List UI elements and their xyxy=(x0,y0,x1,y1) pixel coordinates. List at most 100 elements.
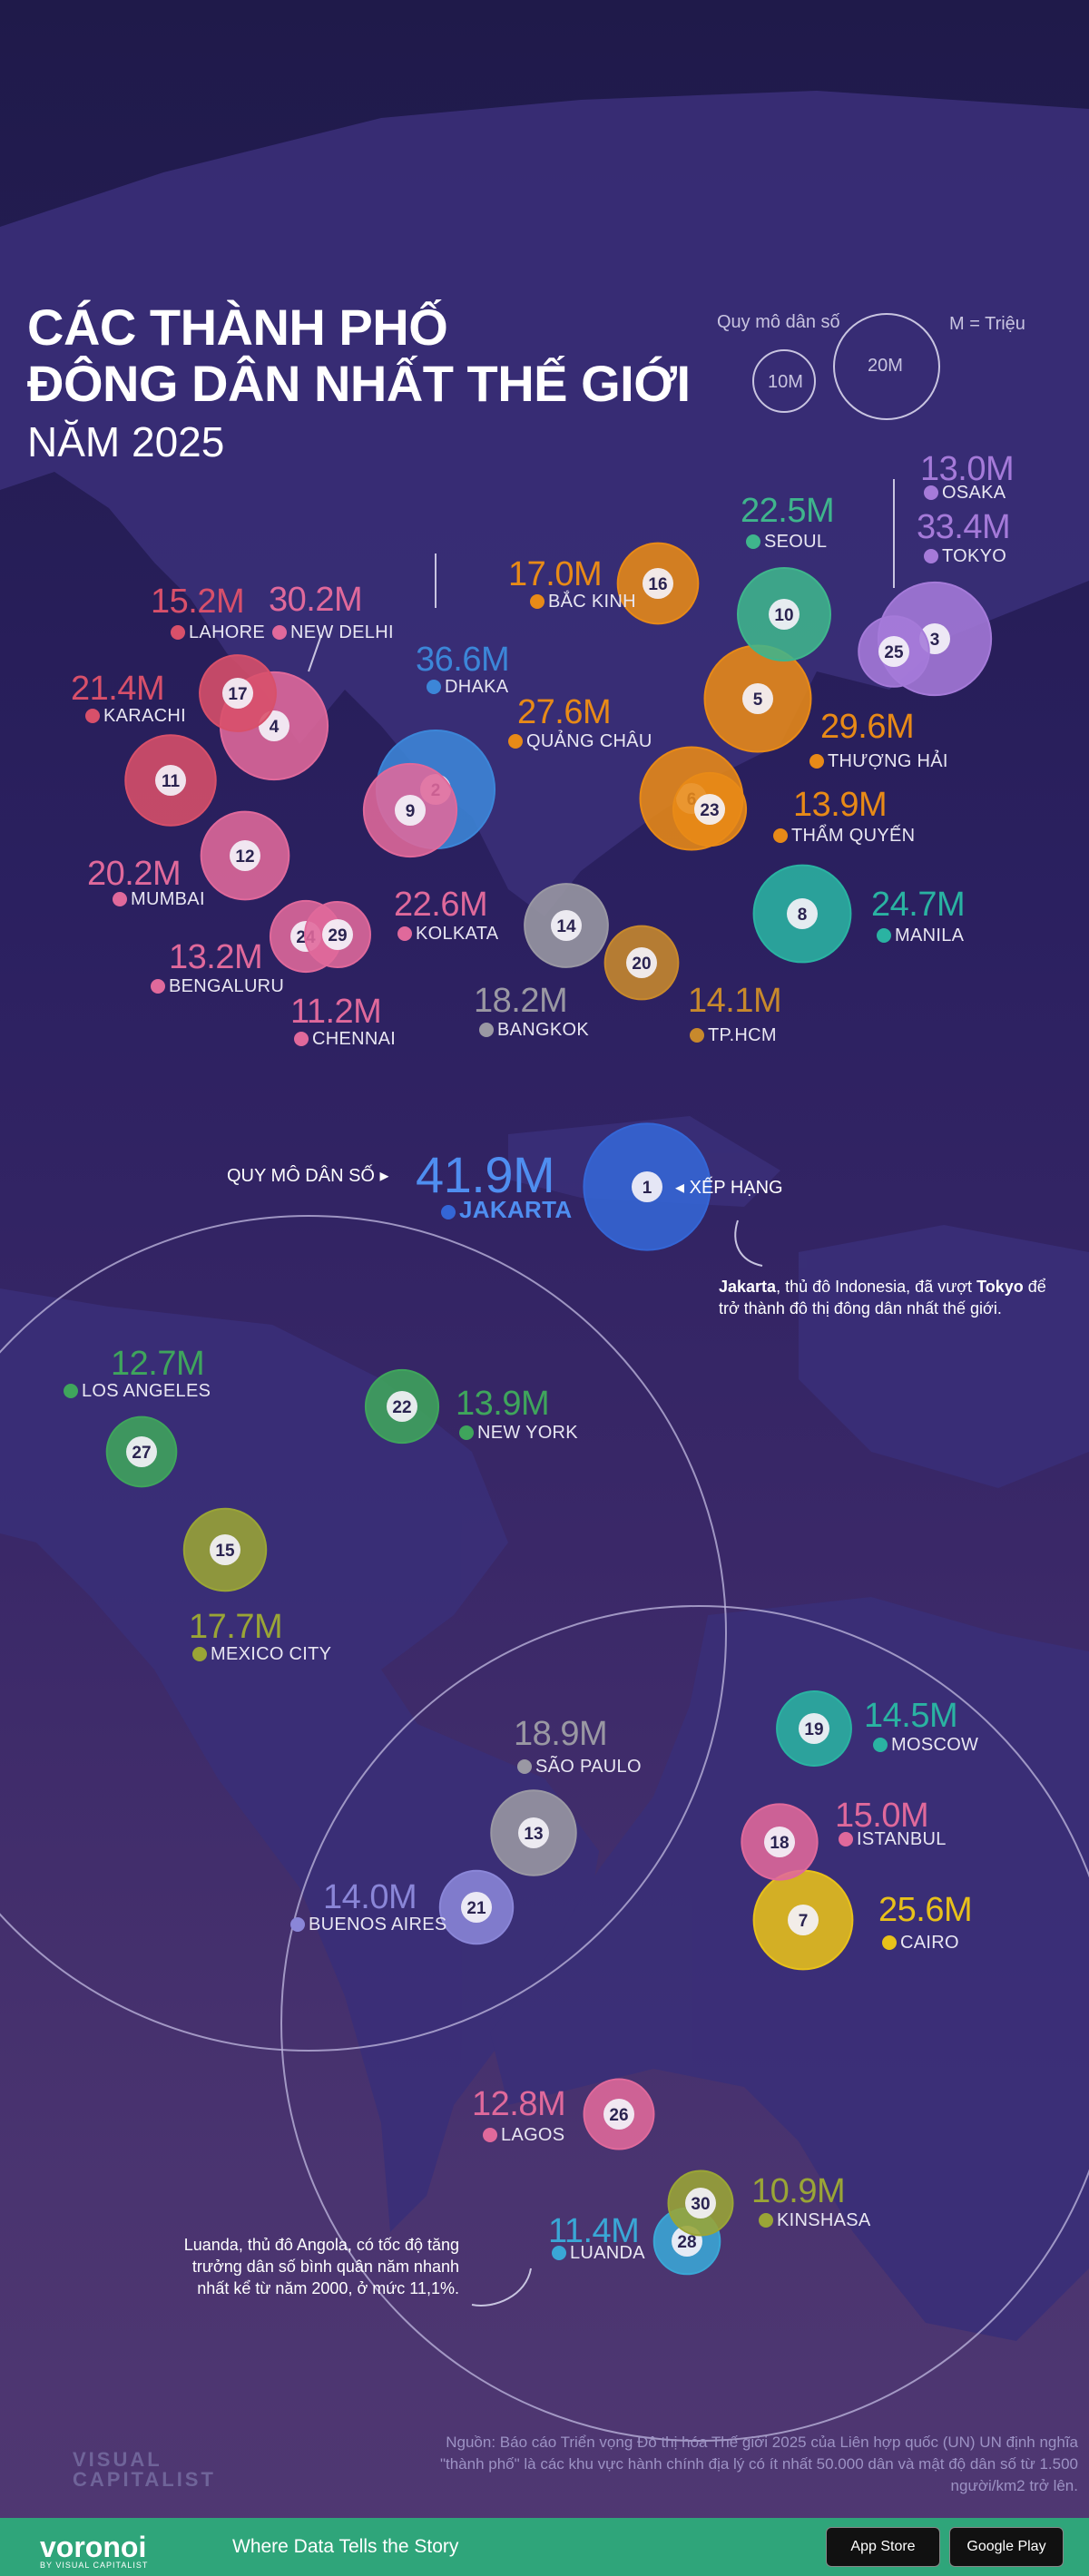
rank-badge-14 xyxy=(551,910,582,941)
city-value-18: 15.0M xyxy=(835,1797,929,1835)
landmass-australia xyxy=(799,1225,1089,1488)
flag-icon xyxy=(459,1425,474,1440)
city-value-16: 17.0M xyxy=(508,555,603,593)
legend-unit-note: M = Triệu xyxy=(949,314,1025,334)
rank-badge-8 xyxy=(787,898,818,929)
flag-icon xyxy=(924,549,938,563)
city-value-4: 30.2M xyxy=(269,581,363,619)
city-value-2: 36.6M xyxy=(416,641,510,679)
city-value-14: 18.2M xyxy=(474,982,568,1020)
rank-badge-29 xyxy=(322,919,353,950)
city-name-16: BẮC KINH xyxy=(526,592,636,612)
rank-badge-10 xyxy=(769,599,800,630)
city-name-19: MOSCOW xyxy=(869,1735,978,1756)
city-value-5: 29.6M xyxy=(820,708,915,746)
rank-number-30: 30 xyxy=(691,2195,710,2214)
pop-scale-label: QUY MÔ DÂN SỐ ▸ xyxy=(227,1166,389,1186)
app-store-button[interactable]: App Store xyxy=(826,2527,940,2567)
city-name-14: BANGKOK xyxy=(476,1020,589,1041)
rank-number-14: 14 xyxy=(556,917,576,936)
rank-number-10: 10 xyxy=(774,606,793,625)
rank-number-19: 19 xyxy=(804,1720,823,1739)
legend-circle-20m xyxy=(833,313,940,420)
city-name-17: LAHORE xyxy=(167,622,265,643)
flag-icon xyxy=(192,1647,207,1661)
rank-number-7: 7 xyxy=(799,1912,809,1931)
city-name-11: KARACHI xyxy=(82,706,186,727)
legend-circle-10m xyxy=(752,349,816,413)
city-name-21: BUENOS AIRES xyxy=(287,1915,447,1935)
rank-number-9: 9 xyxy=(406,802,416,821)
city-name-25: OSAKA xyxy=(920,483,1006,504)
city-name-30: KINSHASA xyxy=(755,2210,871,2231)
flag-icon xyxy=(171,625,185,640)
city-name-20: TP.HCM xyxy=(686,1025,777,1046)
rank-number-28: 28 xyxy=(677,2233,696,2252)
city-value-28: 11.4M xyxy=(548,2212,640,2250)
landmass-americas xyxy=(0,1288,599,2232)
rank-number-20: 20 xyxy=(632,955,651,974)
rank-badge-26 xyxy=(603,2099,634,2130)
flag-icon xyxy=(839,1832,853,1846)
google-play-button[interactable]: Google Play xyxy=(949,2527,1064,2567)
city-value-22: 13.9M xyxy=(456,1385,550,1423)
city-value-13: 18.9M xyxy=(514,1715,608,1753)
rank-number-17: 17 xyxy=(228,685,247,704)
rank-badge-18 xyxy=(764,1827,795,1857)
rank-badge-1 xyxy=(632,1171,662,1202)
city-name-23: THẨM QUYẾN xyxy=(770,826,915,847)
flag-icon xyxy=(773,828,788,843)
rank-badge-13 xyxy=(518,1817,549,1848)
city-value-29: 11.2M xyxy=(290,993,382,1031)
flag-icon xyxy=(877,928,891,943)
city-name-27: LOS ANGELES xyxy=(60,1381,211,1402)
city-value-15: 17.7M xyxy=(189,1608,283,1646)
africa-europe-region-circle xyxy=(280,1605,1089,2442)
city-value-6: 27.6M xyxy=(517,693,612,731)
city-name-15: MEXICO CITY xyxy=(189,1644,331,1665)
city-name-1: JAKARTA xyxy=(437,1196,572,1224)
landmass-africa xyxy=(490,1597,1089,2341)
rank-number-8: 8 xyxy=(798,906,808,925)
rank-number-22: 22 xyxy=(392,1398,411,1417)
city-name-4: NEW DELHI xyxy=(269,622,394,643)
legend-heading: Quy mô dân số xyxy=(717,312,840,332)
rank-number-15: 15 xyxy=(215,1542,235,1561)
page-title: CÁC THÀNH PHỐ ĐÔNG DÂN NHẤT THẾ GIỚI xyxy=(27,299,691,412)
city-value-20: 14.1M xyxy=(688,982,782,1020)
rank-badge-17 xyxy=(222,678,253,709)
rank-number-23: 23 xyxy=(700,801,719,820)
city-value-7: 25.6M xyxy=(878,1891,973,1929)
city-value-1: 41.9M xyxy=(416,1146,555,1203)
flag-icon xyxy=(690,1028,704,1043)
city-name-8: MANILA xyxy=(873,926,964,946)
rank-number-29: 29 xyxy=(328,926,347,945)
rank-number-18: 18 xyxy=(770,1834,789,1853)
flag-icon xyxy=(483,2128,497,2142)
page-subtitle: NĂM 2025 xyxy=(27,418,225,465)
voronoi-logo[interactable]: voronoi BY VISUAL CAPITALIST xyxy=(40,2531,149,2570)
city-name-6: QUẢNG CHÂU xyxy=(505,731,652,752)
flag-icon xyxy=(113,892,127,906)
rank-number-5: 5 xyxy=(753,691,763,710)
source-note: Nguồn: Báo cáo Triển vọng Đô thị hóa Thế… xyxy=(439,2434,1078,2494)
flag-icon xyxy=(294,1032,309,1046)
rank-badge-20 xyxy=(626,947,657,978)
rank-number-13: 13 xyxy=(524,1825,543,1844)
flag-icon xyxy=(530,594,544,609)
rank-number-21: 21 xyxy=(466,1899,486,1918)
legend-large-label: 20M xyxy=(868,356,903,376)
footer-bar: voronoi BY VISUAL CAPITALIST Where Data T… xyxy=(0,2518,1089,2576)
rank-badge-12 xyxy=(230,840,260,871)
city-name-26: LAGOS xyxy=(479,2125,564,2146)
city-value-17: 15.2M xyxy=(151,583,245,621)
rank-number-12: 12 xyxy=(235,847,254,867)
flag-icon xyxy=(809,754,824,769)
rank-number-26: 26 xyxy=(609,2106,628,2125)
flag-icon xyxy=(552,2246,566,2260)
flag-icon xyxy=(290,1917,305,1932)
rank-number-27: 27 xyxy=(132,1444,151,1463)
city-value-27: 12.7M xyxy=(111,1345,205,1383)
city-name-9: KOLKATA xyxy=(394,924,498,945)
city-name-22: NEW YORK xyxy=(456,1423,578,1444)
